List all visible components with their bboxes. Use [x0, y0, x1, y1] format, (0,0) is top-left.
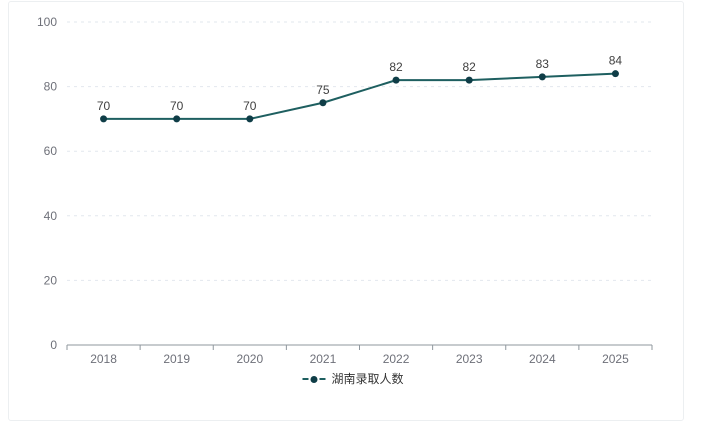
- y-axis-tick-label: 20: [44, 273, 58, 287]
- x-axis-tick-label: 2022: [383, 352, 410, 366]
- x-axis-tick-label: 2020: [236, 352, 263, 366]
- legend-dash-left: [302, 378, 309, 380]
- x-axis-tick-label: 2024: [529, 352, 556, 366]
- series-line: [102, 72, 617, 120]
- y-axis-tick-label: 0: [50, 338, 57, 352]
- y-axis-tick-label: 100: [37, 15, 57, 29]
- data-point[interactable]: [246, 115, 254, 123]
- chart-panel: [8, 1, 684, 421]
- x-axis-tick-label: 2021: [310, 352, 337, 366]
- data-point[interactable]: [173, 115, 181, 123]
- x-axis-tick-label: 2025: [602, 352, 629, 366]
- data-point[interactable]: [538, 73, 546, 81]
- data-point[interactable]: [100, 115, 108, 123]
- data-label: 70: [170, 99, 184, 113]
- legend-line-marker-icon: [302, 375, 326, 383]
- data-label: 75: [316, 83, 330, 97]
- data-label: 70: [97, 99, 111, 113]
- data-point[interactable]: [611, 70, 619, 78]
- data-label: 70: [243, 99, 257, 113]
- x-axis-tick-label: 2019: [163, 352, 190, 366]
- legend-dot: [310, 375, 318, 383]
- data-point[interactable]: [465, 76, 473, 84]
- y-axis-tick-label: 60: [44, 144, 58, 158]
- data-label: 84: [609, 54, 623, 68]
- y-axis-tick-label: 80: [44, 80, 58, 94]
- x-axis-tick-label: 2023: [456, 352, 483, 366]
- legend-item[interactable]: 湖南录取人数: [302, 372, 404, 386]
- data-label: 82: [463, 60, 477, 74]
- x-axis-tick-label: 2018: [90, 352, 117, 366]
- data-point[interactable]: [392, 76, 400, 84]
- data-label: 82: [389, 60, 403, 74]
- data-label: 83: [536, 57, 550, 71]
- legend-dash-right: [319, 378, 326, 380]
- data-point[interactable]: [319, 99, 327, 107]
- y-axis-tick-label: 40: [44, 209, 58, 223]
- legend-label: 湖南录取人数: [331, 372, 404, 386]
